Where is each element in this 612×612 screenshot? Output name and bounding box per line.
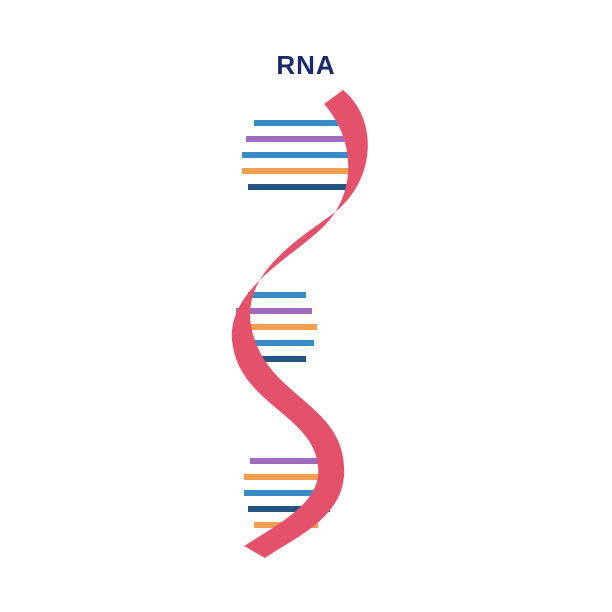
rna-helix-icon: [0, 0, 612, 612]
helix-strand: [232, 90, 368, 558]
rna-diagram: RNA: [0, 0, 612, 612]
